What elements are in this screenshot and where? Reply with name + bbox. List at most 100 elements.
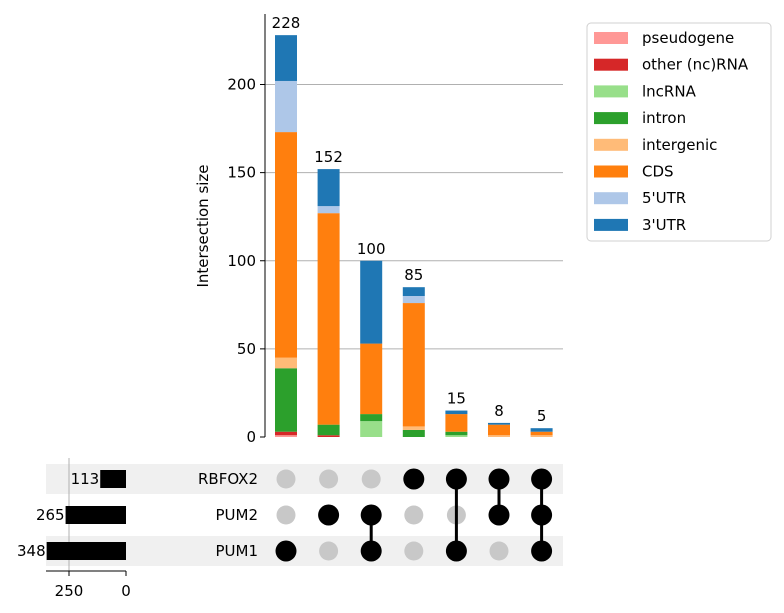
bar-segment-intron — [402, 429, 425, 437]
matrix-dot-active — [275, 540, 297, 562]
bar-segment-intergenic — [275, 357, 297, 369]
intersection-matrix: RBFOX2 PUM2 PUM1 — [46, 464, 563, 566]
bar-segment-3-utr — [488, 422, 510, 425]
bar-segment-cds — [445, 414, 468, 432]
matrix-dot-inactive — [276, 469, 296, 489]
matrix-dot-inactive — [404, 505, 424, 525]
legend-swatch — [594, 58, 628, 71]
matrix-dot-active — [445, 540, 467, 562]
matrix-dot-inactive — [404, 541, 424, 561]
legend-label: 5'UTR — [642, 189, 686, 207]
matrix-dot-inactive — [489, 541, 509, 561]
matrix-dot-inactive — [319, 541, 339, 561]
matrix-dot-active — [403, 468, 425, 490]
set-size-label: 348 — [17, 542, 46, 560]
bar-total-label: 5 — [537, 407, 547, 425]
bar-segment-lncrna — [445, 435, 468, 437]
bar-segment-cds — [275, 132, 297, 358]
matrix-row-shade — [46, 536, 563, 566]
y-tick-label: 0 — [246, 428, 256, 446]
legend-label: 3'UTR — [642, 216, 686, 234]
bar-total-label: 100 — [357, 240, 386, 258]
matrix-dot-inactive — [361, 469, 381, 489]
bar-total-label: 152 — [314, 148, 343, 166]
legend-swatch — [594, 112, 628, 125]
bar-segment-3-utr — [317, 169, 340, 207]
y-tick-label: 100 — [227, 252, 256, 270]
bar-segment-intron — [275, 368, 297, 432]
set-size-label: 113 — [71, 470, 100, 488]
bar-segment-3-utr — [445, 410, 468, 415]
bar-segment-5-utr — [275, 80, 297, 133]
bar-segment-3-utr — [530, 428, 553, 432]
legend-label: pseudogene — [642, 29, 734, 47]
matrix-dot-inactive — [276, 505, 296, 525]
set-size-tick-label: 0 — [121, 582, 131, 600]
legend-label: CDS — [642, 163, 674, 181]
matrix-dot-active — [531, 504, 553, 526]
bar-segment-other-nc-rna — [317, 435, 340, 437]
set-size-bar — [100, 470, 126, 488]
bar-segment-cds — [402, 303, 425, 427]
y-tick-label: 50 — [237, 340, 256, 358]
matrix-dot-active — [445, 468, 467, 490]
bar-segment-3-utr — [402, 287, 425, 296]
set-label: PUM1 — [215, 542, 258, 560]
set-label: RBFOX2 — [198, 470, 258, 488]
set-size-bar — [65, 506, 126, 524]
legend-swatch — [594, 218, 628, 231]
bar-segment-pseudogene — [275, 435, 297, 437]
bar-segment-5-utr — [317, 206, 340, 214]
bar-total-label: 15 — [447, 390, 466, 408]
matrix-dot-inactive — [319, 469, 339, 489]
bar-total-label: 85 — [404, 266, 423, 284]
legend-label: other (nc)RNA — [642, 56, 749, 74]
y-axis: 0 50 100 150 200 — [227, 14, 266, 446]
bar-segment-lncrna — [360, 421, 383, 437]
set-size-bar — [46, 542, 126, 560]
legend-swatch — [594, 32, 628, 44]
legend: pseudogene other (nc)RNA lncRNA intron inter… — [586, 22, 772, 242]
bar-total-label: 8 — [494, 402, 504, 420]
bar-segment-cds — [530, 431, 553, 436]
legend-label: lncRNA — [642, 82, 697, 100]
y-tick-label: 200 — [227, 76, 256, 94]
legend-swatch — [594, 85, 628, 98]
set-size-label: 265 — [36, 506, 65, 524]
bar-segment-cds — [317, 213, 340, 425]
y-tick-label: 150 — [227, 164, 256, 182]
matrix-dot-active — [360, 540, 382, 562]
legend-swatch — [594, 192, 628, 205]
set-size-bars: 113 265 348 250 0 — [17, 458, 131, 600]
bar-segment-cds — [488, 424, 510, 436]
bar-segment-intron — [360, 414, 383, 422]
legend-label: intergenic — [642, 136, 717, 154]
legend-swatch — [594, 165, 628, 178]
matrix-dot-active — [488, 504, 510, 526]
set-size-tick-label: 250 — [55, 582, 84, 600]
bar-segment-intron — [317, 424, 340, 436]
legend-label: intron — [642, 109, 686, 127]
legend-frame — [586, 22, 772, 242]
bar-segment-cds — [360, 343, 383, 415]
matrix-dot-active — [531, 468, 553, 490]
matrix-dot-active — [531, 540, 553, 562]
bar-segment-other-nc-rna — [275, 431, 297, 436]
bar-segment-intergenic — [402, 426, 425, 430]
set-label: PUM2 — [215, 506, 258, 524]
bar-segment-intergenic — [530, 435, 553, 437]
matrix-dot-active — [488, 468, 510, 490]
bar-segment-3-utr — [360, 260, 383, 344]
matrix-dot-active — [360, 504, 382, 526]
bar-segment-5-utr — [402, 296, 425, 304]
legend-swatch — [594, 138, 628, 151]
matrix-row-shade — [46, 464, 563, 494]
bar-segment-3-utr — [275, 35, 297, 81]
bar-segment-intergenic — [488, 435, 510, 437]
y-axis-label: Intersection size — [194, 164, 212, 287]
bar-total-label: 228 — [272, 14, 301, 32]
bar-segment-intron — [445, 431, 468, 436]
matrix-dot-active — [318, 504, 340, 526]
